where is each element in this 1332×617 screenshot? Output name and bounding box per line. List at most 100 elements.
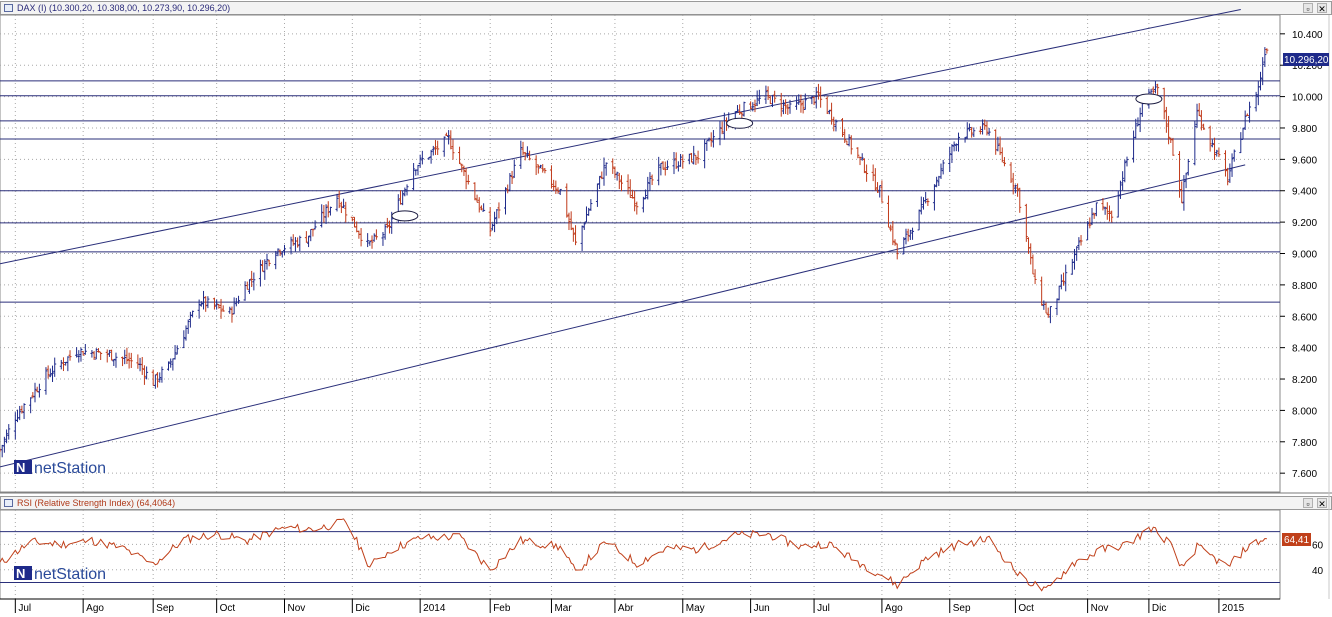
ohlc-bar-up [1215,149,1219,157]
ohlc-bar-down [433,139,437,155]
ohlc-bar-down [110,349,114,361]
ohlc-bar-up [711,130,715,148]
ohlc-bar-up [641,196,645,213]
ohlc-bar-up [1248,101,1252,123]
ohlc-bar-down [479,205,483,211]
close-icon[interactable]: ✕ [1317,3,1327,14]
y-axis-label: 8.800 [1292,281,1317,292]
x-axis-label: Mar [554,603,572,614]
ohlc-bar-up [169,358,173,368]
ohlc-bar-down [749,101,753,110]
ohlc-bar-down [1199,110,1203,131]
ohlc-bar-down [799,94,803,113]
ohlc-bar-up [657,156,661,186]
ohlc-bar-down [267,259,271,267]
ohlc-bar-up [232,297,236,315]
ohlc-bar-down [567,212,571,231]
ohlc-bar-up [324,204,328,224]
ohlc-bar-up [447,130,451,145]
ohlc-bar-down [1162,87,1166,120]
ohlc-bar-up [904,228,908,245]
ohlc-bar-down [1107,205,1111,222]
ohlc-bar-up [1258,71,1262,91]
ohlc-bar-up [860,153,864,161]
ohlc-bar-down [127,352,131,369]
ohlc-bar-down [709,132,713,147]
ohlc-bar-up [123,349,127,365]
rsi-y-axis-label: 40 [1312,566,1324,577]
ohlc-bar-down [1009,162,1013,183]
ohlc-bar-up [1232,149,1236,162]
ohlc-bar-down [61,357,65,372]
netstation-wordmark: netStation [34,566,106,583]
ellipse-marker[interactable] [391,210,419,222]
ohlc-bar-up [182,330,186,349]
close-icon[interactable]: ✕ [1317,498,1327,509]
trendline-lower[interactable] [0,164,1246,468]
ohlc-bar-down [1245,113,1249,117]
ohlc-bar-down [740,112,744,119]
ohlc-bar-down [1002,157,1006,167]
ohlc-bar-up [77,350,81,363]
restore-icon[interactable]: ▫ [1303,498,1313,509]
ohlc-bar-up [508,173,512,192]
ohlc-bar-up [66,356,70,372]
ohlc-bar-up [328,206,332,216]
ohlc-bar-up [917,209,921,231]
ohlc-bar-down [475,194,479,203]
ohlc-bar-down [738,104,742,115]
ellipse-marker[interactable] [726,117,754,129]
ohlc-bar-up [403,187,407,197]
x-axis-label: 2015 [1222,603,1245,614]
ohlc-bar-down [663,161,667,176]
ohlc-bar-down [337,190,341,209]
netstation-logo: N netStation [14,566,106,583]
ohlc-bar-down [1046,307,1050,318]
y-axis-label: 10.200 [1292,61,1323,72]
ohlc-bar-up [935,176,939,188]
trendline-upper[interactable] [0,9,1241,265]
ohlc-bar-up [952,141,956,152]
rsi-line[interactable] [0,518,1267,592]
ellipse-marker[interactable] [1135,93,1163,105]
ohlc-bar-down [779,92,783,117]
x-axis-label: Jun [754,603,770,614]
ohlc-bar-up [908,229,912,240]
x-axis-label: Nov [287,603,305,614]
ohlc-bar-up [1116,190,1120,218]
ohlc-bar-up [950,144,954,163]
ohlc-bar-up [1184,172,1188,189]
restore-icon[interactable]: ▫ [1303,3,1313,14]
ohlc-bar-up [282,244,286,255]
ohlc-bar-up [692,145,696,165]
ohlc-bar-down [635,201,639,215]
last-price-label: 10.296,20 [1284,55,1329,66]
ohlc-bar-up [167,361,171,371]
x-axis-label: Ago [86,603,104,614]
ohlc-bar-up [307,235,311,248]
ohlc-bar-down [1062,272,1066,286]
ohlc-bar-up [504,187,508,215]
ohlc-bar-up [342,198,346,209]
ohlc-bar-down [661,161,665,170]
ohlc-bar-down [1092,212,1096,219]
ohlc-bar-up [276,248,280,257]
ohlc-bar-up [1094,202,1098,217]
ohlc-bar-up [834,119,838,132]
ohlc-bar-down [374,229,378,240]
ohlc-bar-down [1226,167,1230,186]
ohlc-bar-up [53,357,57,377]
ohlc-bar-down [156,372,160,388]
ohlc-bar-down [1217,147,1221,158]
ohlc-bar-down [1016,183,1020,197]
x-axis-label: Sep [953,603,971,614]
ohlc-bar-up [963,136,967,143]
window-icon [4,499,13,507]
ohlc-bar-up [764,85,768,104]
ohlc-bar-up [186,319,190,334]
y-axis-label: 10.000 [1292,93,1323,104]
ohlc-bar-up [932,184,936,211]
ohlc-bar-down [536,164,540,174]
ohlc-bar-up [199,301,203,307]
